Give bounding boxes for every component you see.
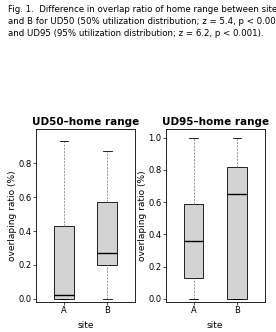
Bar (227, 167, 246, 299)
Text: Fig. 1.  Difference in overlap ratio of home range between sites A
and B for UD5: Fig. 1. Difference in overlap ratio of h… (8, 5, 276, 38)
Y-axis label: overlaping ratio (%): overlaping ratio (%) (8, 171, 17, 261)
Bar (184, 204, 203, 278)
Title: UD95–home range: UD95–home range (162, 117, 269, 127)
Title: UD50–home range: UD50–home range (32, 117, 139, 127)
Bar (54, 226, 74, 299)
Bar (97, 202, 117, 265)
X-axis label: site: site (77, 321, 94, 330)
X-axis label: site: site (207, 321, 224, 330)
Y-axis label: overlaping ratio (%): overlaping ratio (%) (138, 171, 147, 261)
